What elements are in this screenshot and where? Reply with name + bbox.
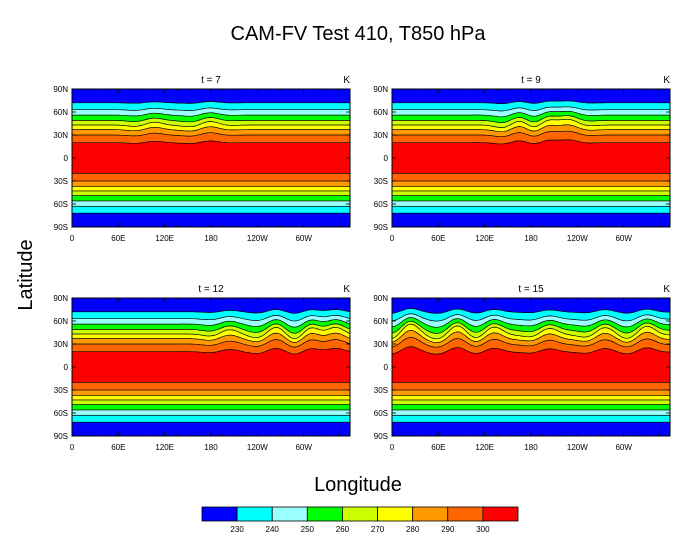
x-tick-label: 0: [390, 234, 395, 243]
x-tick-label: 120E: [155, 443, 174, 452]
y-tick-label: 0: [384, 154, 389, 163]
x-tick-label: 180: [524, 234, 538, 243]
colorbar-label: 240: [266, 525, 280, 534]
x-tick-label: 120W: [567, 234, 588, 243]
x-tick-label: 60W: [295, 443, 312, 452]
colorbar-label: 260: [336, 525, 350, 534]
x-tick-label: 120E: [475, 443, 494, 452]
x-tick-label: 0: [390, 443, 395, 452]
x-tick-label: 0: [70, 443, 75, 452]
panel-2: 0 60E 120E 180 120W 60W 90N 60N 30N 0 30S 60S 90S t =…: [373, 75, 671, 243]
y-tick-label: 90N: [373, 85, 388, 94]
colorbar-swatch: [447, 506, 484, 522]
panel-4: 0 60E 120E 180 120W 60W 90N 60N 30N 0 30S 60S 90S t =…: [373, 284, 671, 452]
x-tick-label: 120W: [567, 443, 588, 452]
y-axis-label: Latitude: [15, 239, 37, 310]
figure-title: CAM-FV Test 410, T850 hPa: [231, 23, 487, 45]
y-tick-label: 60S: [374, 409, 388, 418]
y-tick-label: 90S: [374, 432, 388, 441]
y-tick-label: 60N: [373, 317, 388, 326]
x-tick-label: 180: [524, 443, 538, 452]
panel-title: t = 15: [518, 284, 544, 295]
y-tick-label: 30N: [373, 131, 388, 140]
colorbar: 230 240 250 260 270 280 290 300: [201, 506, 519, 534]
y-tick-label: 30S: [54, 177, 68, 186]
contour-field: [72, 89, 350, 227]
x-tick-label: 60E: [431, 234, 445, 243]
y-tick-label: 30S: [54, 386, 68, 395]
y-tick-label: 60N: [373, 108, 388, 117]
panel-units: K: [663, 75, 670, 86]
contour-field: [392, 89, 670, 227]
y-tick-label: 60S: [374, 200, 388, 209]
y-tick-label: 30S: [374, 177, 388, 186]
x-tick-label: 0: [70, 234, 75, 243]
colorbar-swatch: [201, 506, 238, 522]
y-tick-label: 30S: [374, 386, 388, 395]
x-tick-label: 60E: [431, 443, 445, 452]
y-tick-label: 90S: [374, 223, 388, 232]
x-tick-label: 60E: [111, 443, 125, 452]
x-tick-label: 120W: [247, 234, 268, 243]
x-tick-label: 120W: [247, 443, 268, 452]
y-tick-label: 30N: [53, 131, 68, 140]
colorbar-label: 270: [371, 525, 385, 534]
colorbar-label: 230: [230, 525, 244, 534]
x-tick-label: 120E: [475, 234, 494, 243]
band-south-0: [392, 421, 670, 436]
y-tick-label: 90N: [53, 294, 68, 303]
x-tick-label: 120E: [155, 234, 174, 243]
x-tick-label: 180: [204, 234, 218, 243]
x-tick-label: 60W: [615, 443, 632, 452]
contour-field: [72, 298, 350, 436]
band-south-0: [72, 421, 350, 436]
y-tick-label: 0: [64, 363, 69, 372]
y-tick-label: 60S: [54, 200, 68, 209]
y-tick-label: 90S: [54, 223, 68, 232]
colorbar-label: 300: [476, 525, 490, 534]
panel-1: 0 60E 120E 180 120W 60W 90N 60N 30N 0 30S 60S 90S t =…: [53, 75, 351, 243]
colorbar-swatch: [271, 506, 308, 522]
y-tick-label: 60N: [53, 108, 68, 117]
y-tick-label: 90N: [53, 85, 68, 94]
contour-field: [392, 298, 670, 436]
panel-units: K: [343, 75, 350, 86]
colorbar-swatch: [306, 506, 343, 522]
colorbar-label: 250: [301, 525, 315, 534]
x-tick-label: 60W: [615, 234, 632, 243]
colorbar-swatch: [342, 506, 378, 522]
colorbar-swatch: [482, 506, 519, 522]
panel-title: t = 12: [198, 284, 224, 295]
x-tick-label: 60W: [295, 234, 312, 243]
y-tick-label: 30N: [373, 340, 388, 349]
panel-3: 0 60E 120E 180 120W 60W 90N 60N 30N 0 30S 60S 90S t =…: [53, 284, 351, 452]
y-tick-label: 60N: [53, 317, 68, 326]
band-north-0: [392, 89, 670, 105]
panels: 0 60E 120E 180 120W 60W 90N 60N 30N 0 30S 60S 90S t =…: [53, 75, 671, 452]
y-tick-label: 0: [64, 154, 69, 163]
y-tick-label: 0: [384, 363, 389, 372]
y-tick-label: 60S: [54, 409, 68, 418]
colorbar-label: 290: [441, 525, 455, 534]
y-tick-label: 90S: [54, 432, 68, 441]
panel-title: t = 9: [521, 75, 541, 86]
band-north-0: [392, 298, 670, 314]
panel-units: K: [343, 284, 350, 295]
colorbar-label: 280: [406, 525, 420, 534]
colorbar-swatch: [412, 506, 449, 522]
y-tick-label: 90N: [373, 294, 388, 303]
x-axis-label: Longitude: [314, 474, 402, 496]
colorbar-swatch: [236, 506, 273, 522]
band-north-0: [72, 298, 350, 314]
panel-units: K: [663, 284, 670, 295]
band-north-0: [72, 89, 350, 104]
colorbar-swatch: [377, 506, 414, 522]
x-tick-label: 180: [204, 443, 218, 452]
x-tick-label: 60E: [111, 234, 125, 243]
panel-title: t = 7: [201, 75, 221, 86]
y-tick-label: 30N: [53, 340, 68, 349]
